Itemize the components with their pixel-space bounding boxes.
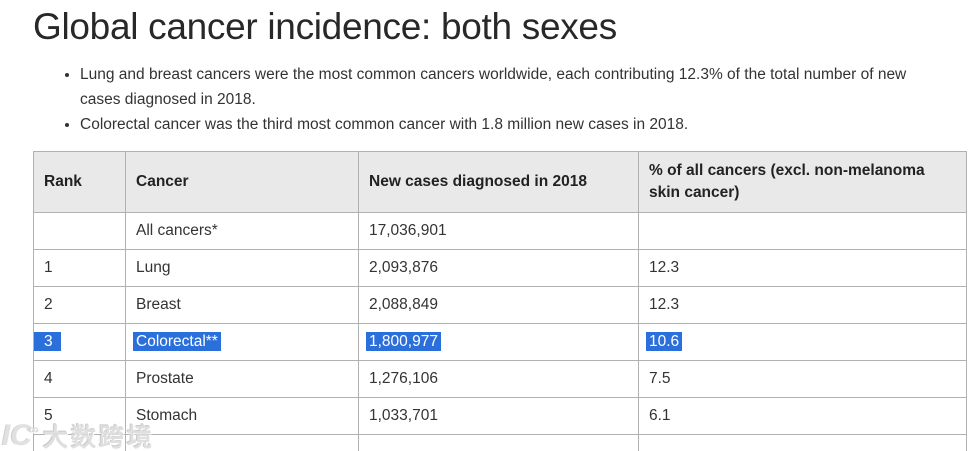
page-title: Global cancer incidence: both sexes [33,6,617,47]
pct-cell: 12.3 [638,249,967,287]
cancer-incidence-table: Rank Cancer New cases diagnosed in 2018 … [33,151,967,451]
selected-text: 10.6 [646,332,683,351]
table-row-partial[interactable] [33,434,967,451]
cases-cell: 1,800,977 [358,323,639,361]
pct-cell: 12.3 [638,286,967,324]
cancer-cell: Stomach [125,397,359,435]
cancer-cell: Breast [125,286,359,324]
pct-cell: 6.1 [638,397,967,435]
table-row-colorectal-selected[interactable]: 3 Colorectal** 1,800,977 10.6 [33,323,967,361]
cases-cell: 2,088,849 [358,286,639,324]
cancer-cell: Lung [125,249,359,287]
header-new-cases: New cases diagnosed in 2018 [358,151,639,213]
cases-cell: 1,033,701 [358,397,639,435]
cases-cell: 1,276,106 [358,360,639,398]
cancer-cell: Colorectal** [125,323,359,361]
bullet-item: Colorectal cancer was the third most com… [80,112,948,137]
header-cancer: Cancer [125,151,359,213]
rank-cell: 1 [33,249,126,287]
selected-text: 3 [34,332,61,351]
table-row-stomach[interactable]: 5 Stomach 1,033,701 6.1 [33,397,967,435]
cases-cell [358,434,639,451]
selected-text: Colorectal** [133,332,221,351]
pct-cell [638,212,967,250]
cancer-cell: All cancers* [125,212,359,250]
cancer-cell [125,434,359,451]
table-row-breast[interactable]: 2 Breast 2,088,849 12.3 [33,286,967,324]
rank-cell: 3 [33,323,126,361]
table-row-lung[interactable]: 1 Lung 2,093,876 12.3 [33,249,967,287]
rank-cell: 4 [33,360,126,398]
bullet-item: Lung and breast cancers were the most co… [80,62,948,112]
table-header-row: Rank Cancer New cases diagnosed in 2018 … [33,151,967,213]
table-row-prostate[interactable]: 4 Prostate 1,276,106 7.5 [33,360,967,398]
pct-cell [638,434,967,451]
rank-cell: 5 [33,397,126,435]
rank-cell [33,212,126,250]
cases-cell: 17,036,901 [358,212,639,250]
summary-bullet-list: Lung and breast cancers were the most co… [33,62,948,137]
table-row-all-cancers[interactable]: All cancers* 17,036,901 [33,212,967,250]
pct-cell: 7.5 [638,360,967,398]
cases-cell: 2,093,876 [358,249,639,287]
header-percent: % of all cancers (excl. non-melanoma ski… [638,151,967,213]
rank-cell: 2 [33,286,126,324]
selected-text: 1,800,977 [366,332,441,351]
rank-cell [33,434,126,451]
pct-cell: 10.6 [638,323,967,361]
header-rank: Rank [33,151,126,213]
cancer-cell: Prostate [125,360,359,398]
